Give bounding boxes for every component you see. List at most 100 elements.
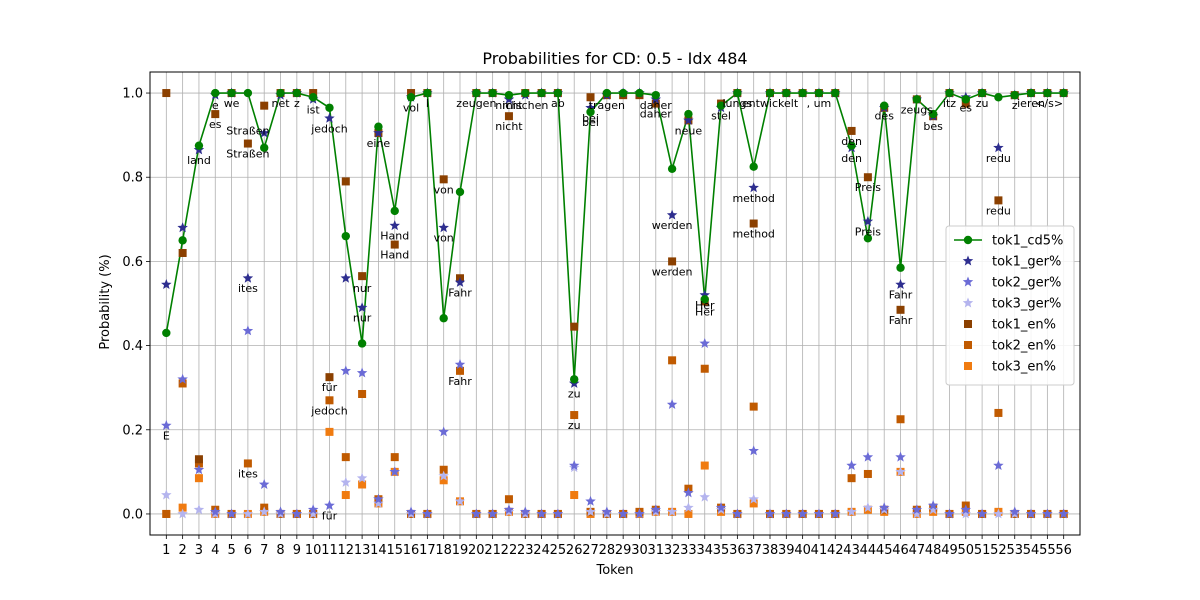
x-tick-label: 45	[876, 543, 893, 558]
data-point	[976, 508, 988, 519]
data-point	[960, 504, 972, 515]
data-point	[439, 314, 448, 323]
data-point	[1059, 88, 1068, 98]
token-annotation: daher	[640, 108, 672, 121]
token-annotation: .</s>	[1032, 97, 1063, 110]
data-point	[193, 504, 205, 515]
data-point	[341, 491, 350, 500]
data-point	[733, 88, 742, 98]
data-point	[684, 509, 693, 518]
data-point	[570, 411, 579, 420]
data-point	[863, 469, 872, 478]
token-annotation: redu	[986, 204, 1011, 217]
data-point	[373, 493, 384, 504]
data-point	[862, 502, 874, 513]
data-point	[162, 328, 171, 338]
data-point	[927, 500, 939, 510]
data-point	[847, 474, 856, 483]
data-point	[194, 474, 203, 483]
data-point	[684, 109, 693, 119]
data-point	[683, 502, 694, 513]
data-point	[454, 276, 466, 287]
x-tick-label: 42	[827, 543, 844, 558]
x-tick-label: 39	[778, 543, 795, 558]
series-tok2_ger%	[161, 325, 1069, 519]
data-point	[504, 90, 514, 100]
x-tick-label: 14	[370, 543, 387, 558]
token-annotation: e	[212, 99, 219, 112]
x-tick-label: 10	[305, 543, 322, 558]
x-tick-label: 47	[909, 543, 926, 558]
token-annotation: net	[271, 97, 290, 110]
data-point	[325, 373, 334, 382]
data-point	[928, 109, 938, 119]
data-point	[356, 472, 368, 483]
token-annotation: , um	[807, 97, 832, 110]
x-tick-label: 29	[615, 543, 632, 558]
token-annotation: Straßen	[226, 124, 269, 137]
series-markers	[161, 87, 1069, 519]
token-annotation: z	[294, 97, 300, 110]
legend-marker	[962, 297, 974, 308]
token-annotation: von	[434, 183, 454, 196]
token-annotation: Fahr	[448, 286, 472, 299]
data-point	[438, 470, 449, 481]
token-annotation: bes	[923, 120, 943, 133]
token-annotation: neue	[675, 124, 703, 137]
data-point	[960, 508, 972, 519]
token-annotation: Her	[695, 299, 715, 312]
x-tick-label: 13	[354, 543, 371, 558]
token-annotation: den	[841, 152, 862, 165]
token-annotation: Her	[695, 305, 715, 318]
axis-ticks: 1 2 3 4 5 6 7 8 9 10 11 12 13 14 15 16 17 18 19 20 21 22 23 24 2…	[122, 87, 1072, 558]
token-annotation: ites	[238, 467, 258, 480]
data-point	[454, 359, 466, 369]
data-point	[258, 127, 270, 138]
data-point	[781, 508, 792, 519]
data-point	[178, 379, 187, 388]
data-point	[405, 506, 417, 517]
data-point	[715, 502, 727, 513]
token-annotation: bei	[582, 116, 599, 129]
data-point	[927, 504, 939, 515]
data-point	[666, 209, 678, 220]
data-point	[356, 367, 368, 378]
data-point	[813, 508, 825, 519]
token-annotation: des	[874, 110, 894, 123]
data-point	[226, 508, 237, 519]
data-point	[896, 263, 905, 272]
data-point	[912, 95, 922, 104]
data-point	[716, 101, 726, 110]
data-point	[243, 459, 252, 468]
data-point	[831, 88, 840, 98]
data-point	[896, 415, 905, 424]
token-annotation: zu	[976, 97, 989, 110]
data-point	[211, 110, 220, 119]
data-point	[374, 122, 383, 131]
data-point	[503, 504, 515, 515]
y-tick-label: 0.0	[122, 507, 143, 522]
data-point	[504, 112, 513, 121]
y-tick-label: 0.4	[122, 339, 143, 354]
data-point	[994, 196, 1003, 205]
data-point	[242, 272, 254, 283]
data-point	[406, 93, 416, 102]
data-point	[211, 88, 220, 98]
legend-marker	[962, 255, 974, 266]
data-point	[862, 451, 874, 462]
data-point	[896, 305, 905, 314]
data-point	[749, 402, 758, 411]
token-annotation: jedoch	[310, 122, 348, 135]
x-tick-label: 2	[178, 543, 186, 558]
data-point	[1043, 88, 1052, 98]
x-tick-label: 36	[729, 543, 746, 558]
data-point	[307, 508, 319, 519]
token-annotation: nur	[353, 282, 372, 295]
data-point	[292, 88, 302, 98]
data-point	[358, 389, 367, 398]
legend-item: tok3_ger%	[962, 297, 1061, 312]
token-annotation: es	[209, 118, 222, 131]
data-point	[994, 408, 1003, 417]
